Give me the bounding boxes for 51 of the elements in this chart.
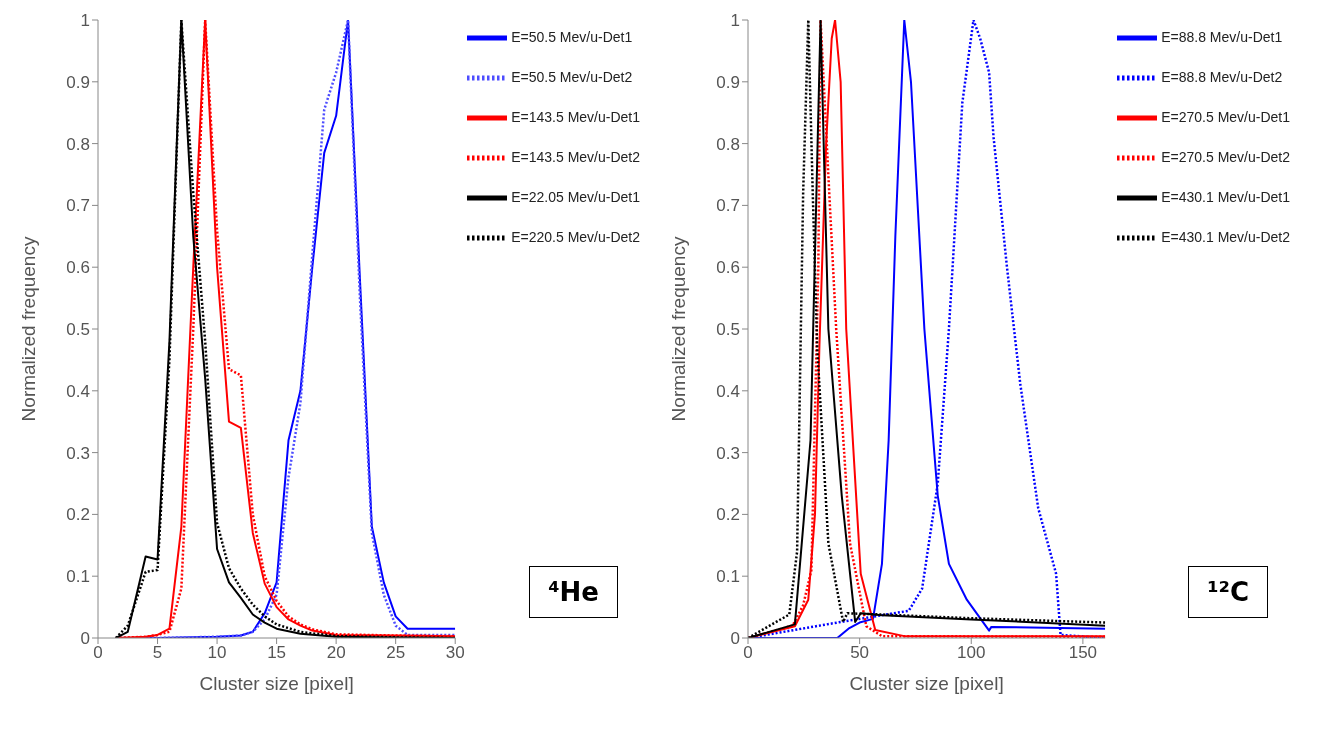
- y-tick-label: 0.4: [66, 381, 90, 401]
- y-tick-label: 0.3: [716, 443, 740, 463]
- x-tick-label: 150: [1068, 643, 1098, 663]
- legend-label: E=270.5 Mev/u-Det1: [1161, 108, 1290, 125]
- y-tick-label: 0.8: [66, 134, 90, 154]
- y-tick-label: 0.2: [66, 505, 90, 525]
- x-axis-title: Cluster size [pixel]: [849, 673, 1004, 694]
- legend-label: E=88.8 Mev/u-Det2: [1161, 68, 1283, 85]
- legend-label: E=50.5 Mev/u-Det1: [511, 28, 633, 45]
- x-tick-label: 50: [850, 643, 870, 663]
- y-axis-title: Normalized frequency: [17, 236, 39, 422]
- y-axis-title: Normalized frequency: [667, 236, 689, 422]
- x-tick-label: 100: [957, 643, 986, 663]
- x-tick-label: 25: [386, 643, 406, 663]
- y-tick-label: 0.4: [716, 381, 740, 401]
- legend-label: E=220.5 Mev/u-Det2: [511, 228, 640, 245]
- y-tick-label: 0.5: [716, 320, 740, 340]
- y-tick-label: 0.7: [716, 196, 740, 216]
- x-tick-label: 5: [152, 643, 163, 663]
- text: ⁴He: [529, 566, 618, 618]
- legend-label: E=430.1 Mev/u-Det1: [1161, 188, 1290, 205]
- y-tick-label: 1: [80, 11, 90, 31]
- x-tick-label: 30: [445, 643, 465, 663]
- x-axis-title: Cluster size [pixel]: [199, 673, 354, 694]
- y-tick-label: 0.7: [66, 196, 90, 216]
- x-tick-label: 20: [326, 643, 346, 663]
- y-tick-label: 1: [730, 11, 740, 31]
- y-tick-label: 0.1: [716, 567, 740, 587]
- legend-label: E=88.8 Mev/u-Det1: [1161, 28, 1283, 45]
- y-tick-label: 0.5: [66, 320, 90, 340]
- y-tick-label: 0: [80, 629, 90, 649]
- y-tick-label: 0.9: [66, 72, 90, 92]
- legend-label: E=22.05 Mev/u-Det1: [511, 188, 640, 205]
- text: ¹²C: [1188, 566, 1268, 618]
- legend-label: E=143.5 Mev/u-Det2: [511, 148, 640, 165]
- y-tick-label: 0.3: [66, 443, 90, 463]
- x-tick-label: 0: [93, 643, 103, 663]
- y-tick-label: 0.9: [716, 72, 740, 92]
- x-tick-label: 10: [207, 643, 227, 663]
- y-tick-label: 0.6: [66, 258, 90, 278]
- legend-label: E=270.5 Mev/u-Det2: [1161, 148, 1290, 165]
- y-tick-label: 0.8: [716, 134, 740, 154]
- y-tick-label: 0: [730, 629, 740, 649]
- y-tick-label: 0.6: [716, 258, 740, 278]
- legend-label: E=143.5 Mev/u-Det1: [511, 108, 640, 125]
- y-tick-label: 0.2: [716, 505, 740, 525]
- x-tick-label: 0: [743, 643, 753, 663]
- y-tick-label: 0.1: [66, 567, 90, 587]
- x-tick-label: 15: [267, 643, 287, 663]
- legend-label: E=430.1 Mev/u-Det2: [1161, 228, 1290, 245]
- legend-label: E=50.5 Mev/u-Det2: [511, 68, 633, 85]
